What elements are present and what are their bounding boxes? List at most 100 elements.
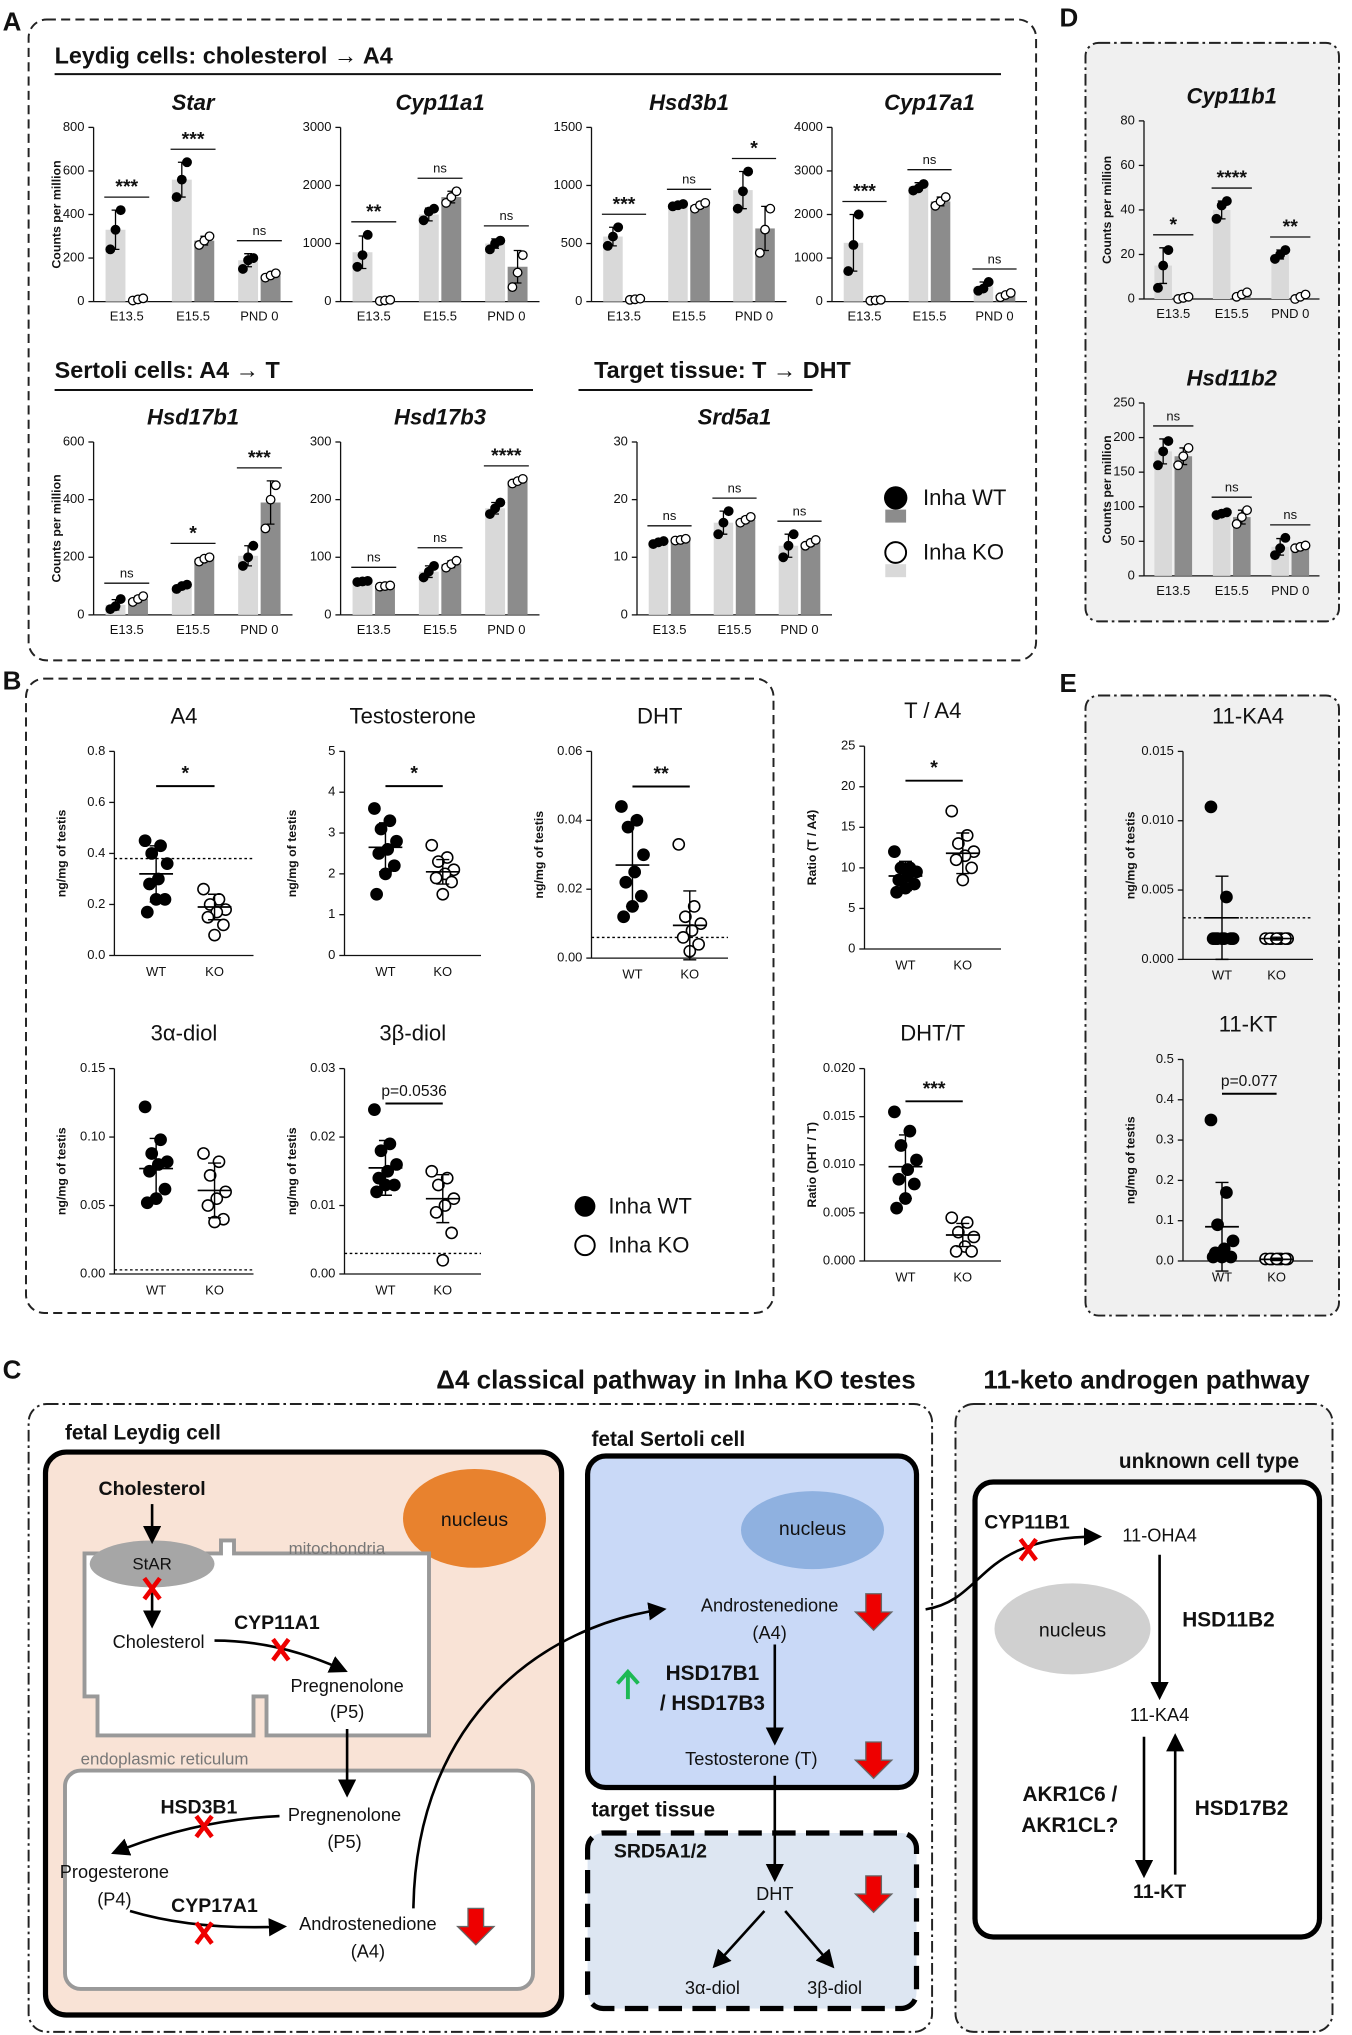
significance-label: ns: [1166, 408, 1180, 423]
data-point: [602, 240, 613, 251]
data-point: [888, 845, 901, 859]
significance-label: ns: [923, 152, 937, 167]
significance-label: ****: [491, 445, 522, 467]
bar: [930, 201, 951, 302]
diagram-label: Progesterone: [60, 1862, 169, 1882]
significance-label: **: [654, 763, 670, 785]
significance-label: *: [1169, 214, 1177, 236]
sd-bar: [625, 823, 639, 908]
x-tick-label: E15.5: [672, 309, 706, 324]
y-tick-label: 2000: [303, 177, 332, 192]
y-axis-label: Counts per million: [1100, 435, 1114, 543]
data-point: [429, 203, 439, 214]
x-tick-label: KO: [205, 1282, 224, 1297]
diagram: [42, 1449, 1323, 2018]
arrow: [129, 1909, 288, 1937]
x-tick-label: WT: [895, 957, 915, 972]
data-point: [658, 536, 669, 547]
sd-bar: [1270, 936, 1284, 941]
y-tick-label: 0.1: [1156, 1212, 1174, 1227]
y-tick-label: 3: [328, 824, 335, 839]
data-point: [890, 1201, 903, 1215]
legend-label: Inha WT: [608, 1194, 691, 1219]
y-tick-label: 50: [1120, 533, 1134, 548]
panel-letter: D: [1059, 2, 1078, 32]
data-point: [678, 199, 689, 209]
data-point: [676, 931, 690, 944]
data-point: [383, 814, 397, 828]
y-tick-label: 15: [841, 819, 855, 834]
diagram-label: fetal Sertoli cell: [592, 1428, 746, 1451]
data-point: [512, 267, 523, 278]
diagram-label: Testosterone (T): [685, 1749, 817, 1769]
diagram-label: 3β-diol: [807, 1978, 862, 1998]
bar: [194, 558, 215, 615]
y-tick-label: 1000: [554, 177, 583, 192]
data-point: [1242, 287, 1252, 298]
y-tick-label: 500: [561, 235, 583, 250]
diagram-title: 11-keto androgen pathway: [983, 1365, 1310, 1395]
section-header: Sertoli cells: A4 → T: [55, 357, 281, 383]
data-point: [1153, 282, 1163, 293]
significance-label: ns: [252, 223, 266, 238]
panel-box: [27, 18, 1038, 662]
y-tick-label: 0.000: [1141, 951, 1174, 966]
data-point: [140, 1196, 154, 1210]
block-marks: [142, 1537, 1038, 1945]
panel-letter: E: [1059, 668, 1076, 698]
sd-bar: [1215, 875, 1229, 961]
data-point: [965, 861, 978, 875]
arrow: [712, 1910, 766, 1969]
y-tick-label: 0: [1128, 290, 1135, 305]
sd-bar: [378, 1139, 392, 1196]
data-point: [418, 215, 429, 226]
nucleus-shape: [740, 1491, 884, 1570]
y-tick-label: 0.005: [1141, 881, 1174, 896]
data-point: [892, 1172, 906, 1186]
data-point: [115, 594, 126, 604]
data-point: [894, 1139, 908, 1152]
x-tick-label: E15.5: [423, 622, 457, 637]
data-point: [425, 1164, 439, 1178]
y-tick-label: 2: [328, 865, 335, 880]
data-point: [517, 473, 528, 484]
data-point: [431, 1178, 445, 1192]
sd-bar: [208, 893, 222, 921]
data-point: [158, 1182, 172, 1196]
sd-bar: [1215, 1181, 1229, 1272]
y-tick-label: 0: [324, 606, 331, 621]
significance-label: ns: [1225, 480, 1239, 495]
data-point: [960, 1216, 974, 1229]
y-tick-label: 1000: [794, 249, 823, 264]
data-point: [217, 918, 230, 932]
chart-title: Hsd17b1: [147, 404, 239, 429]
y-axis-label: ng/mg of testis: [285, 809, 299, 897]
arrow: [412, 1602, 667, 1909]
chart-title: Cyp11a1: [395, 90, 484, 115]
significance-label: ***: [182, 128, 205, 150]
data-point: [903, 1124, 917, 1138]
data-point: [451, 186, 462, 197]
data-point: [270, 480, 281, 491]
data-point: [385, 294, 396, 305]
bar: [352, 581, 373, 615]
panel-box: [25, 677, 775, 1314]
x-tick-label: KO: [953, 957, 972, 972]
significance-label: ***: [115, 176, 138, 198]
data-point: [385, 580, 396, 591]
significance-label: *: [182, 763, 190, 785]
chart-title: Testosterone: [350, 703, 476, 728]
x-tick-label: PND 0: [487, 622, 525, 637]
data-point: [765, 203, 776, 214]
y-axis-label: ng/mg of testis: [55, 809, 69, 897]
significance-label: ns: [367, 550, 381, 565]
x-tick-label: E13.5: [848, 309, 882, 324]
y-axis-label: Counts per million: [1100, 156, 1114, 264]
data-point: [1220, 1186, 1233, 1199]
sd-bar: [956, 832, 970, 875]
data-point: [875, 294, 886, 305]
significance-label: ns: [433, 530, 447, 545]
data-point: [445, 875, 458, 889]
data-point: [436, 887, 450, 901]
diagram-label: 3α-diol: [685, 1978, 740, 1998]
